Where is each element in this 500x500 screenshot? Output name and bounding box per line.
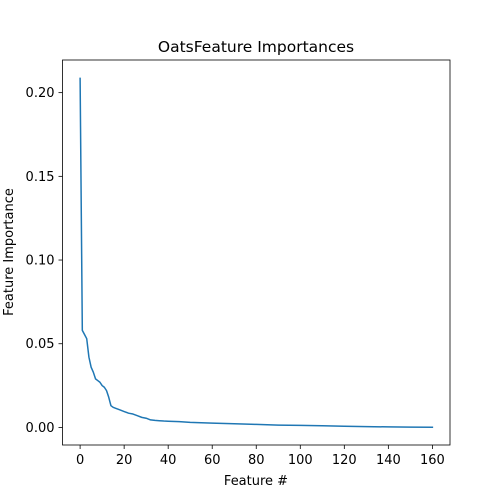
y-tick-label: 0.10 — [26, 254, 55, 269]
y-tick-label: 0.15 — [26, 170, 55, 185]
plot-frame — [62, 59, 451, 446]
x-tick-label: 20 — [116, 453, 133, 468]
y-tick-label: 0.05 — [26, 337, 55, 352]
plot-background — [62, 60, 450, 445]
x-tick-label: 100 — [288, 453, 313, 468]
x-tick-label: 80 — [248, 453, 265, 468]
x-tick-label: 120 — [332, 453, 357, 468]
x-tick-label: 160 — [420, 453, 445, 468]
y-axis-label: Feature Importance — [2, 188, 17, 316]
x-axis-ticks: 0 20 40 60 80 100 120 140 160 — [76, 445, 445, 468]
y-tick-label: 0.20 — [26, 86, 55, 101]
x-axis-label: Feature # — [224, 474, 288, 489]
y-tick-label: 0.00 — [26, 421, 55, 436]
x-tick-label: 140 — [376, 453, 401, 468]
x-tick-label: 60 — [204, 453, 221, 468]
series-line — [79, 77, 434, 429]
x-tick-label: 40 — [160, 453, 177, 468]
x-tick-label: 0 — [76, 453, 84, 468]
y-axis-ticks: 0.00 0.05 0.10 0.15 0.20 — [26, 86, 63, 436]
chart-title: OatsFeature Importances — [158, 38, 354, 56]
